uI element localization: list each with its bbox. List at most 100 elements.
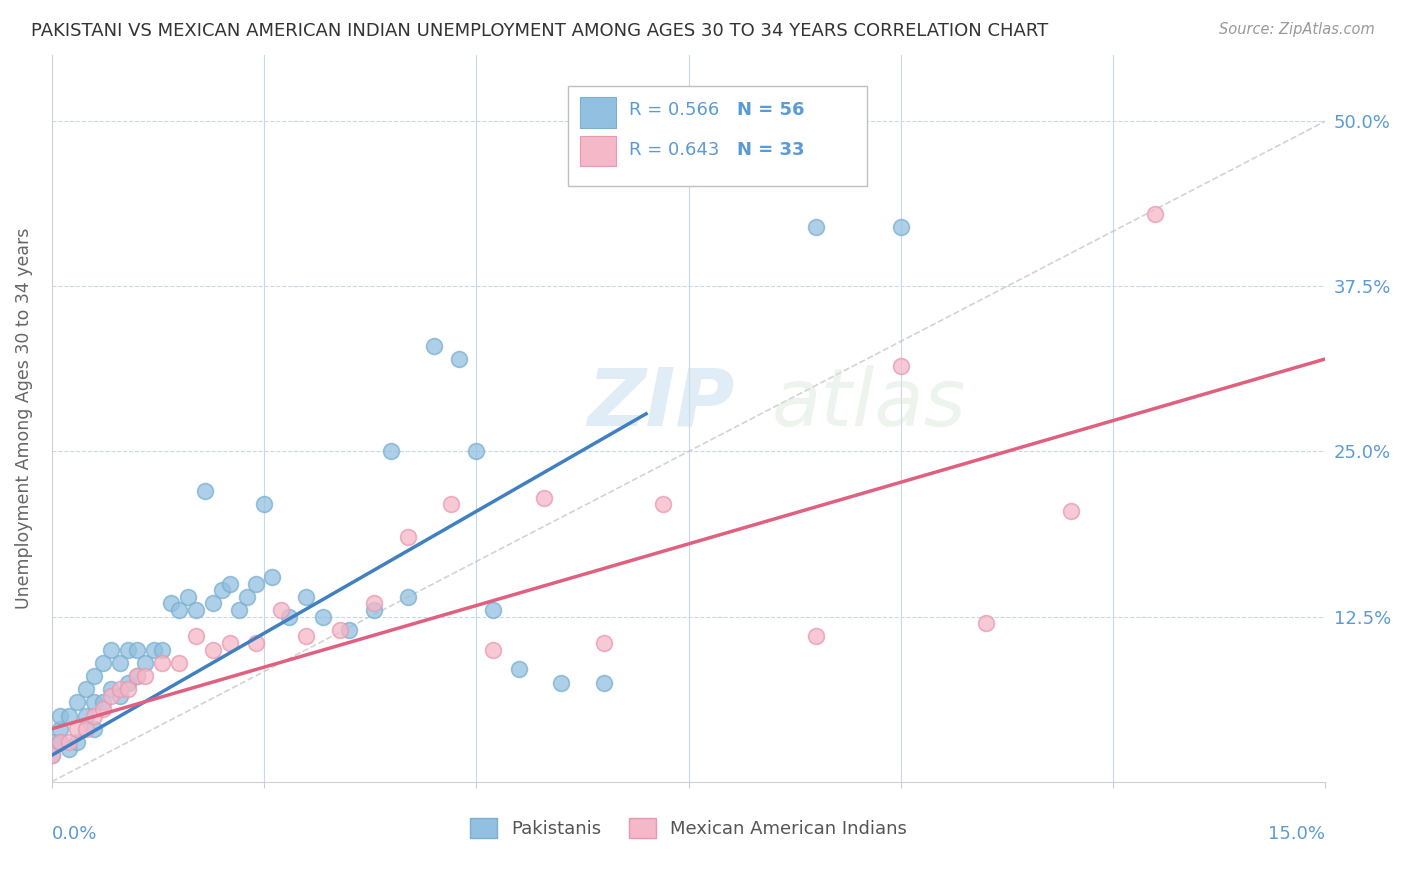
- Text: Source: ZipAtlas.com: Source: ZipAtlas.com: [1219, 22, 1375, 37]
- Point: [278, 609, 301, 624]
- Point: [652, 497, 675, 511]
- Point: [482, 642, 505, 657]
- FancyBboxPatch shape: [568, 86, 868, 186]
- Point: [49, 735, 72, 749]
- Point: [83, 708, 105, 723]
- Point: [66, 695, 89, 709]
- Point: [337, 623, 360, 637]
- Point: [49, 735, 72, 749]
- Point: [329, 623, 352, 637]
- Point: [202, 642, 225, 657]
- Point: [533, 491, 555, 505]
- Point: [66, 722, 89, 736]
- Point: [75, 682, 97, 697]
- Point: [125, 669, 148, 683]
- Point: [58, 708, 80, 723]
- Point: [159, 596, 181, 610]
- Point: [245, 576, 267, 591]
- Point: [550, 675, 572, 690]
- Point: [117, 675, 139, 690]
- Point: [508, 662, 530, 676]
- Point: [75, 722, 97, 736]
- Point: [245, 636, 267, 650]
- Point: [41, 748, 63, 763]
- Point: [312, 609, 335, 624]
- Point: [91, 702, 114, 716]
- Point: [91, 695, 114, 709]
- Point: [75, 708, 97, 723]
- Point: [184, 629, 207, 643]
- Point: [142, 642, 165, 657]
- FancyBboxPatch shape: [581, 97, 616, 128]
- Point: [270, 603, 292, 617]
- Y-axis label: Unemployment Among Ages 30 to 34 years: Unemployment Among Ages 30 to 34 years: [15, 227, 32, 609]
- Point: [41, 735, 63, 749]
- Point: [890, 219, 912, 234]
- Point: [1059, 504, 1081, 518]
- Point: [592, 675, 614, 690]
- Point: [134, 669, 156, 683]
- Text: N = 33: N = 33: [737, 141, 804, 159]
- Point: [295, 629, 318, 643]
- Point: [482, 603, 505, 617]
- Point: [295, 590, 318, 604]
- Point: [150, 656, 173, 670]
- Point: [380, 444, 402, 458]
- Text: N = 56: N = 56: [737, 101, 804, 119]
- Point: [108, 682, 131, 697]
- Text: ZIP: ZIP: [586, 365, 734, 442]
- Text: PAKISTANI VS MEXICAN AMERICAN INDIAN UNEMPLOYMENT AMONG AGES 30 TO 34 YEARS CORR: PAKISTANI VS MEXICAN AMERICAN INDIAN UNE…: [31, 22, 1049, 40]
- Point: [219, 636, 242, 650]
- Point: [100, 642, 122, 657]
- Point: [58, 735, 80, 749]
- Point: [465, 444, 488, 458]
- FancyBboxPatch shape: [581, 136, 616, 166]
- Point: [219, 576, 242, 591]
- Point: [150, 642, 173, 657]
- Point: [396, 530, 419, 544]
- Point: [83, 669, 105, 683]
- Point: [804, 219, 827, 234]
- Point: [804, 629, 827, 643]
- Point: [91, 656, 114, 670]
- Point: [176, 590, 198, 604]
- Point: [83, 722, 105, 736]
- Point: [58, 741, 80, 756]
- Point: [592, 636, 614, 650]
- Point: [41, 748, 63, 763]
- Point: [202, 596, 225, 610]
- Point: [1144, 207, 1167, 221]
- Point: [974, 616, 997, 631]
- Point: [449, 351, 471, 366]
- Point: [117, 642, 139, 657]
- Point: [100, 689, 122, 703]
- Point: [83, 695, 105, 709]
- Point: [228, 603, 250, 617]
- Point: [125, 669, 148, 683]
- Text: R = 0.643: R = 0.643: [628, 141, 718, 159]
- Point: [440, 497, 463, 511]
- Text: R = 0.566: R = 0.566: [628, 101, 718, 119]
- Point: [49, 722, 72, 736]
- Point: [423, 339, 446, 353]
- Point: [49, 708, 72, 723]
- Point: [890, 359, 912, 373]
- Legend: Pakistanis, Mexican American Indians: Pakistanis, Mexican American Indians: [463, 811, 914, 846]
- Text: 0.0%: 0.0%: [52, 825, 97, 843]
- Point: [108, 689, 131, 703]
- Point: [194, 484, 217, 499]
- Point: [184, 603, 207, 617]
- Text: 15.0%: 15.0%: [1268, 825, 1326, 843]
- Point: [100, 682, 122, 697]
- Point: [363, 596, 385, 610]
- Text: atlas: atlas: [772, 365, 966, 442]
- Point: [363, 603, 385, 617]
- Point: [262, 570, 284, 584]
- Point: [134, 656, 156, 670]
- Point: [211, 583, 233, 598]
- Point: [125, 642, 148, 657]
- Point: [236, 590, 259, 604]
- Point: [167, 656, 190, 670]
- Point: [108, 656, 131, 670]
- Point: [396, 590, 419, 604]
